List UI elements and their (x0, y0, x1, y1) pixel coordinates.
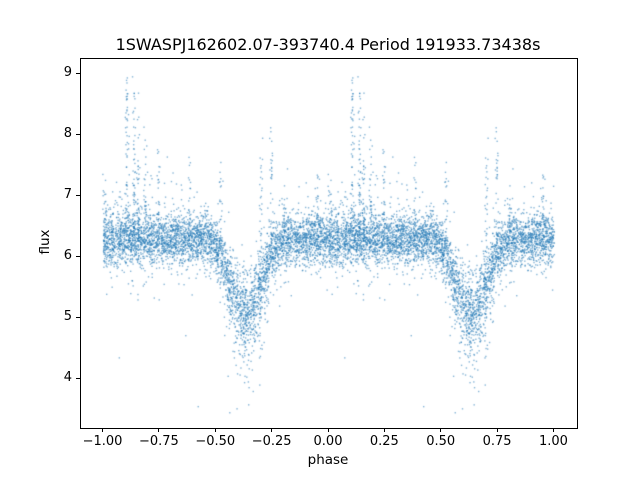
x-tick-mark (496, 428, 498, 432)
x-axis-label: phase (307, 452, 349, 468)
x-tick-label: −0.50 (195, 434, 236, 449)
x-tick-label: 0.25 (369, 434, 399, 449)
scatter-points-canvas (81, 59, 577, 428)
x-tick-mark (440, 428, 442, 432)
plot-area (80, 58, 578, 429)
y-tick-label: 8 (63, 126, 72, 142)
y-tick-label: 4 (63, 370, 72, 386)
y-tick-mark (76, 377, 80, 379)
x-tick-mark (552, 428, 554, 432)
x-tick-mark (214, 428, 216, 432)
y-tick-mark (76, 72, 80, 74)
x-tick-mark (271, 428, 273, 432)
x-tick-mark (158, 428, 160, 432)
x-tick-label: 0.00 (313, 434, 343, 449)
x-tick-mark (383, 428, 385, 432)
y-tick-label: 5 (63, 309, 72, 325)
x-tick-label: 0.75 (482, 434, 512, 449)
x-tick-label: 1.00 (538, 434, 568, 449)
y-tick-label: 9 (63, 65, 72, 81)
y-tick-label: 6 (63, 248, 72, 264)
chart-title: 1SWASPJ162602.07-393740.4 Period 191933.… (115, 35, 541, 54)
y-tick-mark (76, 194, 80, 196)
x-tick-label: −0.75 (138, 434, 179, 449)
y-tick-mark (76, 133, 80, 135)
y-tick-label: 7 (63, 187, 72, 203)
x-tick-label: −1.00 (82, 434, 123, 449)
y-tick-mark (76, 255, 80, 257)
x-tick-mark (102, 428, 104, 432)
x-tick-label: 0.50 (426, 434, 456, 449)
x-tick-mark (327, 428, 329, 432)
x-tick-label: −0.25 (251, 434, 292, 449)
y-tick-mark (76, 316, 80, 318)
